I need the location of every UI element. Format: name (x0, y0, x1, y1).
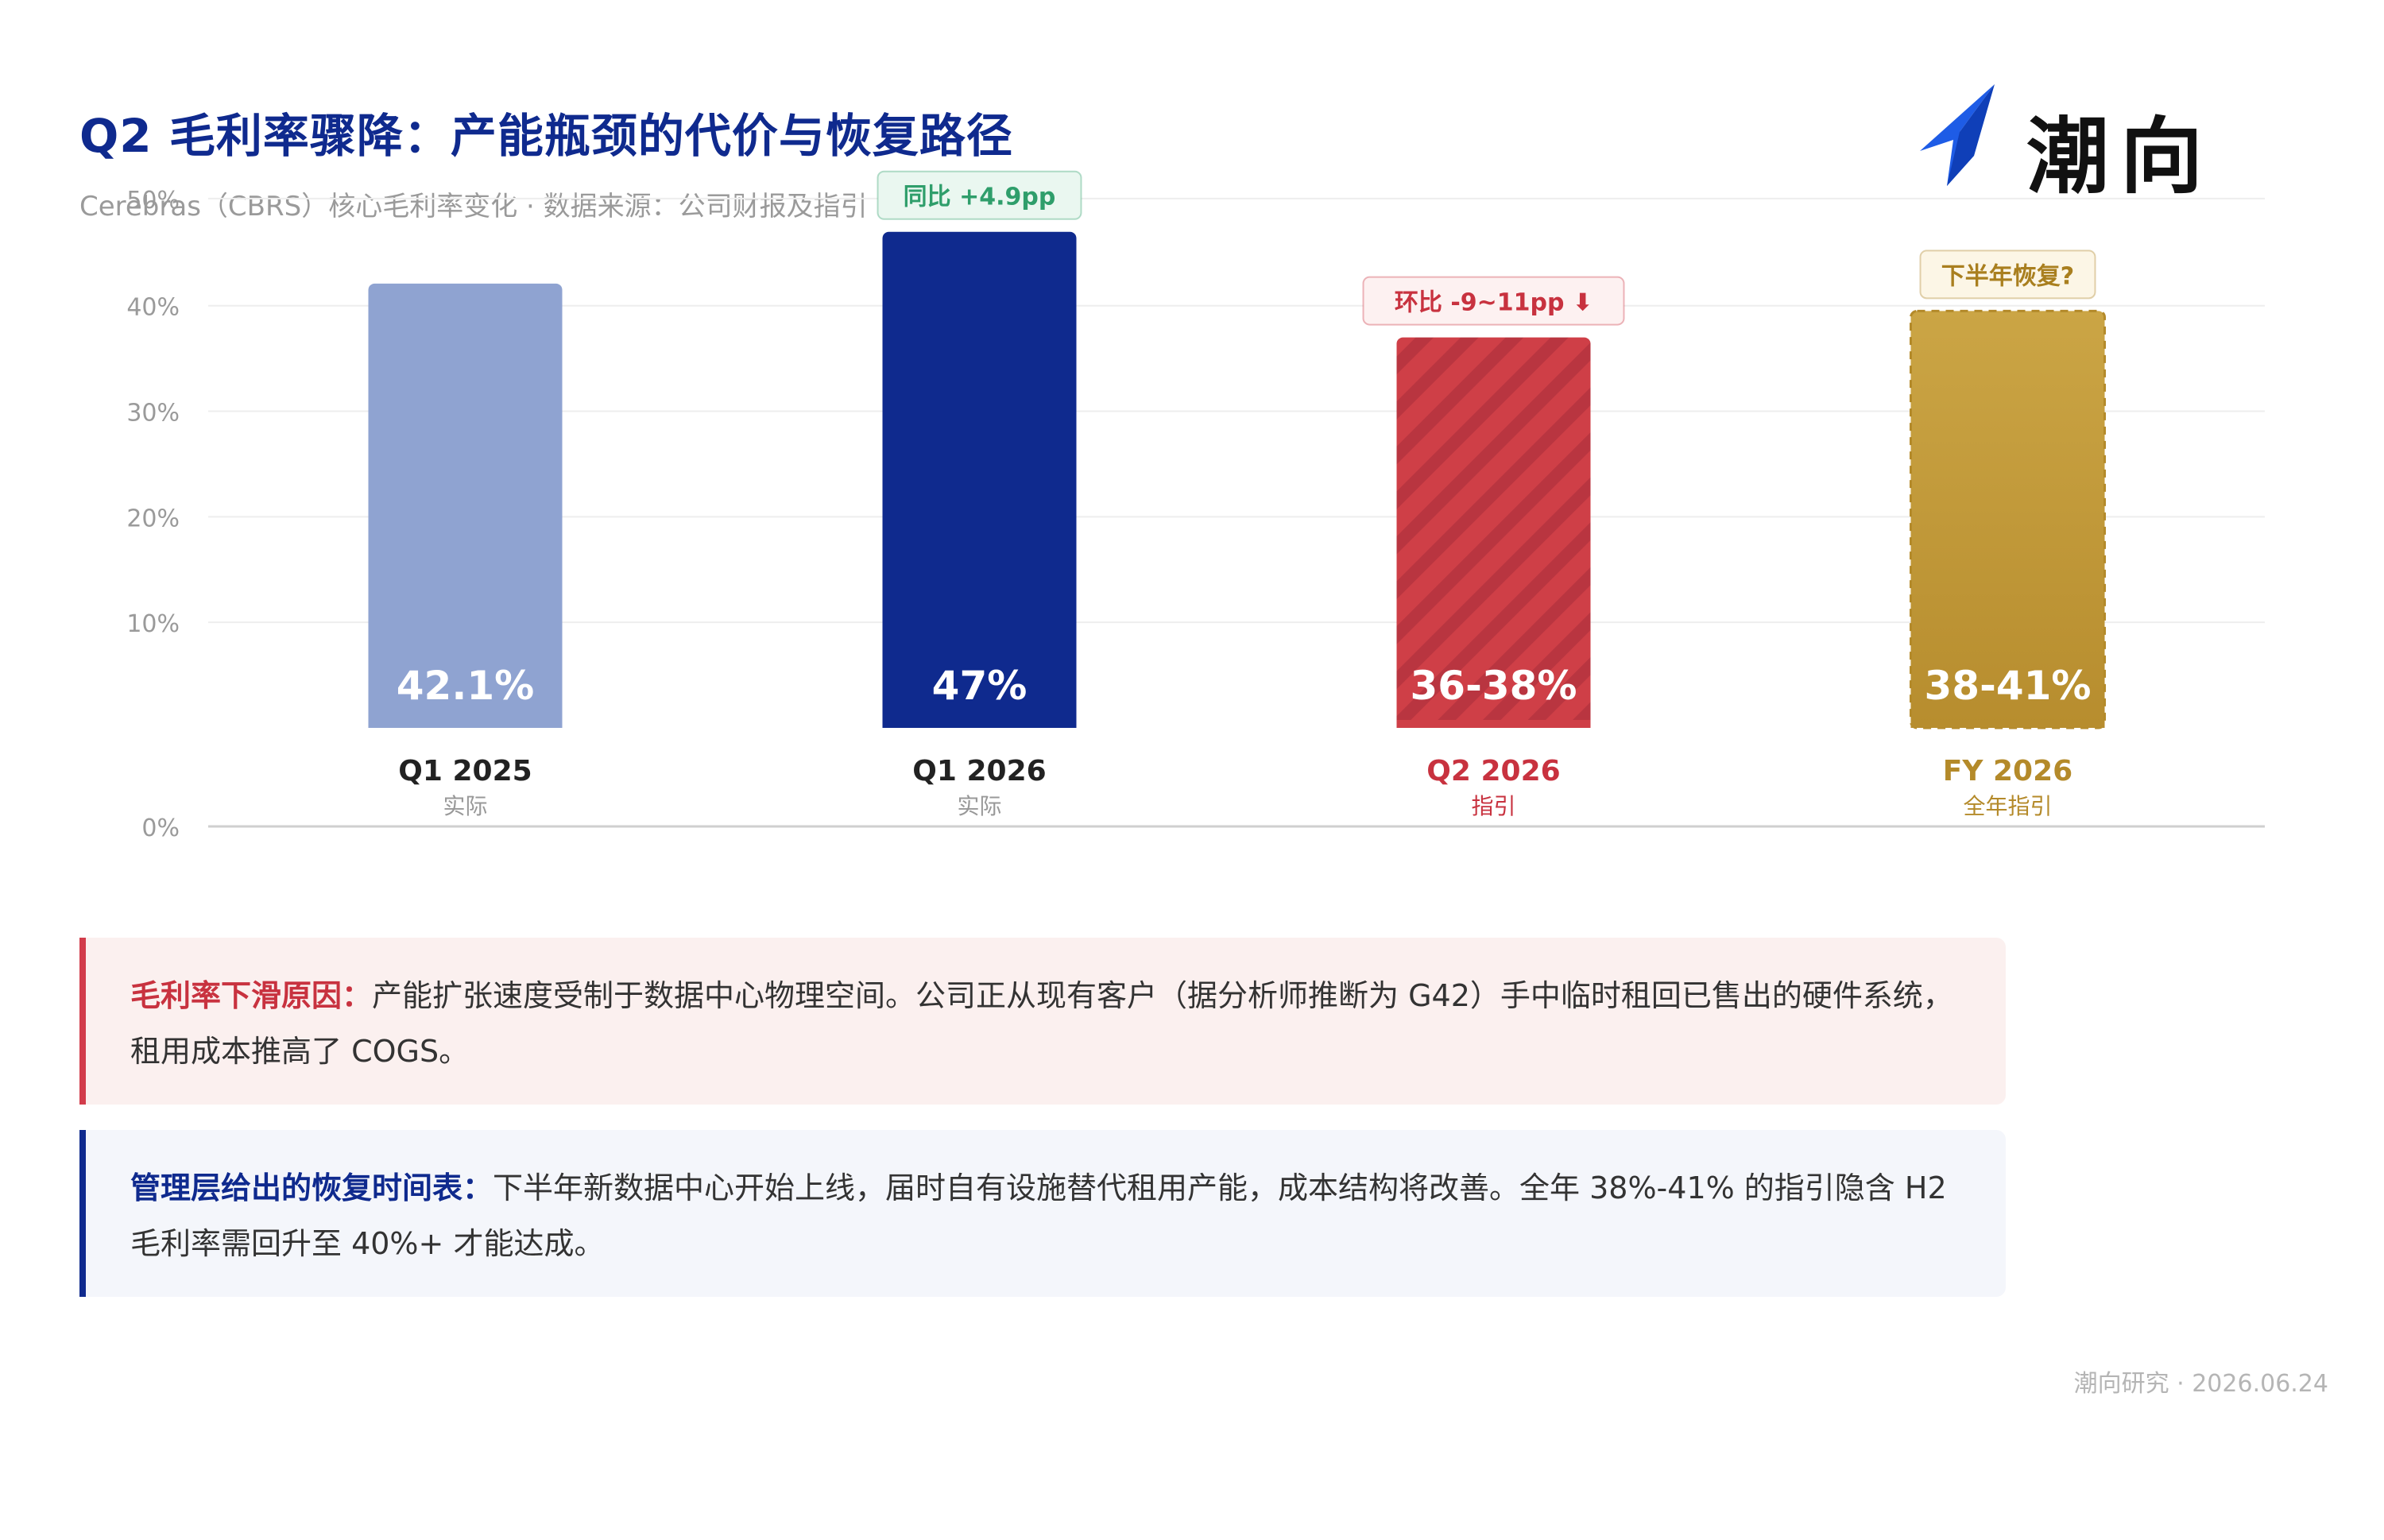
bar-base (1396, 720, 1591, 728)
recovery-note: 管理层给出的恢复时间表：下半年新数据中心开始上线，届时自有设施替代租用产能，成本… (79, 1130, 2006, 1297)
reason-note-text: 产能扩张速度受制于数据中心物理空间。公司正从现有客户（据分析师推断为 G42）手… (130, 978, 1953, 1069)
bar-value-label: 38-41% (1924, 663, 2091, 709)
bar-base (1910, 720, 2105, 728)
bar-value-label: 36-38% (1410, 663, 1577, 709)
bar-badge (877, 170, 1082, 220)
recovery-note-label: 管理层给出的恢复时间表： (130, 1170, 493, 1205)
bar (368, 283, 563, 728)
brand-name: 潮向 (2026, 108, 2215, 205)
bar-value-label: 42.1% (397, 663, 534, 709)
y-tick-label: 10% (126, 610, 180, 638)
x-category-label: Q1 2025 (398, 755, 532, 787)
arrow-logo-icon-shade (1947, 84, 1995, 186)
recovery-note-text: 下半年新数据中心开始上线，届时自有设施替代租用产能，成本结构将改善。全年 38%… (130, 1170, 1947, 1261)
y-tick-label: 0% (141, 814, 180, 842)
bar-value-label: 47% (932, 663, 1028, 709)
footer-credit: 潮向研究 · 2026.06.24 (2073, 1370, 2328, 1398)
y-tick-label: 50% (126, 187, 180, 215)
bar (1910, 309, 2106, 729)
bar-badge-text: 环比 -9~11pp ⬇ (1395, 289, 1593, 317)
x-category-label: Q2 2026 (1426, 755, 1560, 787)
bar-badge (1919, 250, 2096, 300)
y-tick-label: 30% (126, 400, 180, 428)
x-category-sublabel: 实际 (443, 793, 487, 819)
x-category-sublabel: 全年指引 (1963, 793, 2052, 819)
y-tick-label: 40% (126, 294, 180, 322)
bar (1396, 337, 1591, 728)
x-category-label: FY 2026 (1943, 755, 2072, 787)
bar (882, 231, 1077, 728)
brand-logo (1920, 84, 1995, 186)
bar-badge-text: 下半年恢复? (1941, 262, 2074, 290)
reason-note: 毛利率下滑原因：产能扩张速度受制于数据中心物理空间。公司正从现有客户（据分析师推… (79, 938, 2006, 1105)
bar-base (368, 720, 563, 728)
page-subtitle: Cerebras（CBRS）核心毛利率变化 · 数据来源：公司财报及指引 (79, 191, 868, 222)
x-category-sublabel: 实际 (957, 793, 1001, 819)
reason-note-label: 毛利率下滑原因： (130, 978, 373, 1013)
y-tick-label: 20% (126, 505, 180, 532)
x-category-label: Q1 2026 (912, 755, 1046, 787)
page-title: Q2 毛利率骤降：产能瓶颈的代价与恢复路径 (79, 109, 1013, 163)
bar-badge-text: 同比 +4.9pp (904, 184, 1056, 211)
bar-base (882, 720, 1077, 728)
x-category-sublabel: 指引 (1471, 793, 1515, 819)
bar-badge (1362, 276, 1625, 326)
margin-bar-chart: 0% 10% 20% 30% 40% 50% 42.1% Q1 2025 实际 47% Q1 202… (126, 170, 2265, 842)
arrow-logo-icon (1920, 84, 1995, 186)
